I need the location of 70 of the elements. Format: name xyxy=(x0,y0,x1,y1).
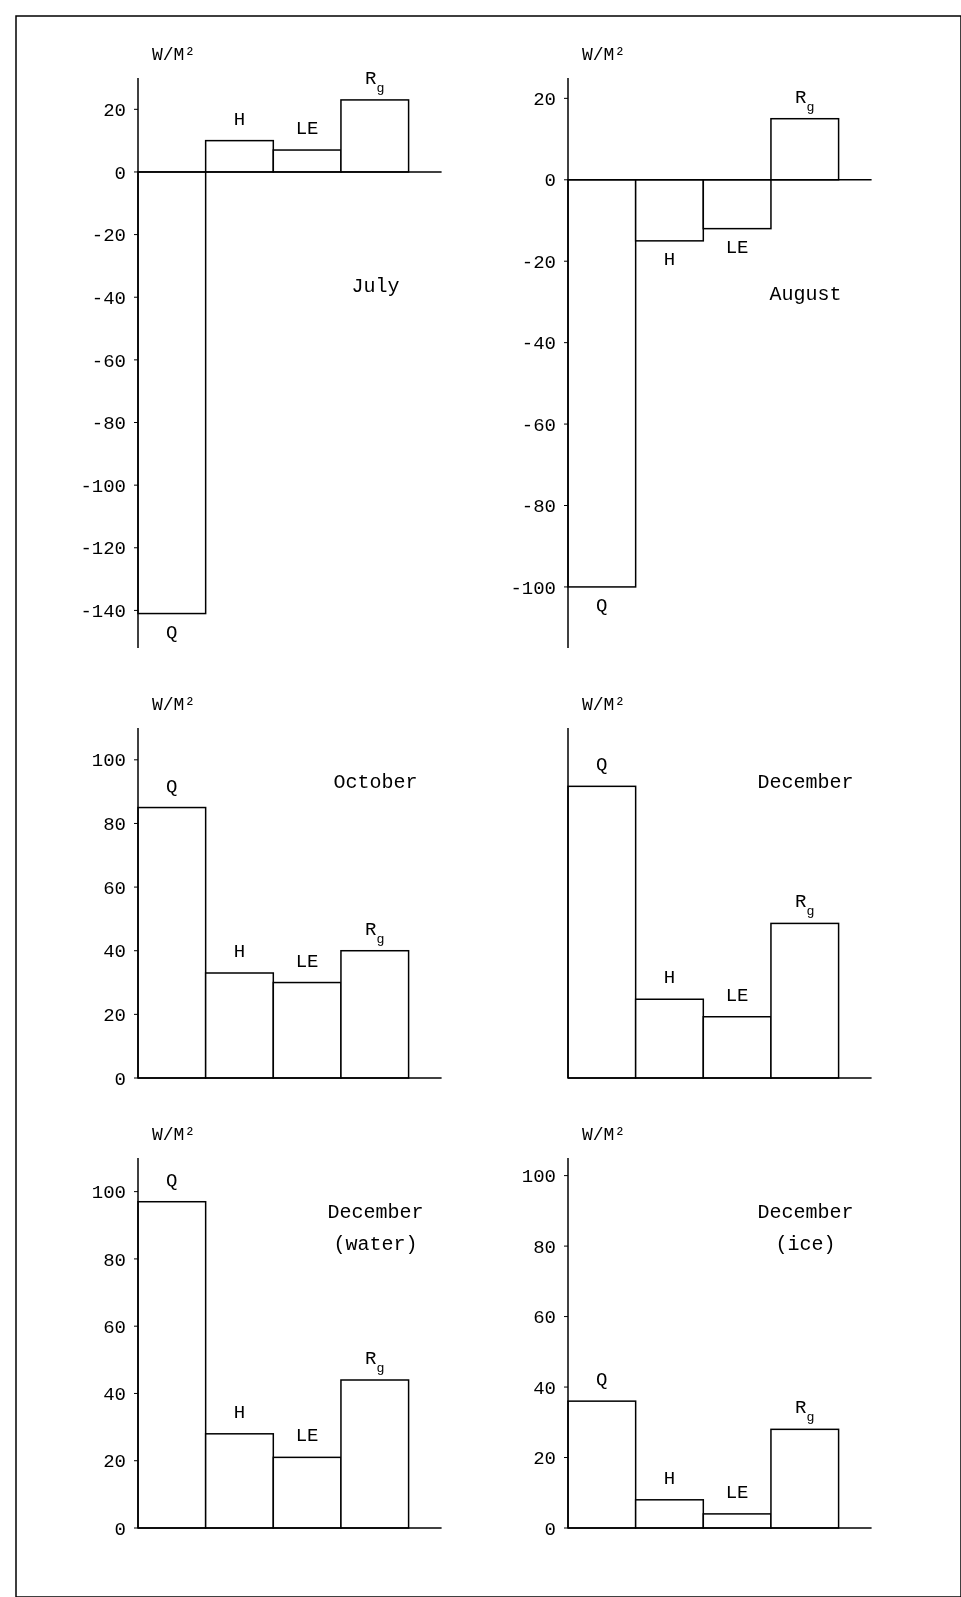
y-tick-label: -20 xyxy=(521,251,556,274)
y-axis-title: W/M² xyxy=(152,1125,196,1145)
y-tick-label: 20 xyxy=(103,1005,126,1028)
x-tick-label: Q xyxy=(166,621,178,644)
y-tick-label: 20 xyxy=(533,89,556,112)
y-tick-label: 80 xyxy=(103,814,126,837)
x-tick-label: Q xyxy=(596,1369,608,1392)
y-tick-label: 0 xyxy=(544,170,556,193)
x-tick-label: H xyxy=(663,248,676,271)
x-tick-label: LE xyxy=(725,1481,749,1504)
x-tick-label: H xyxy=(663,967,676,990)
text: December (ice) xyxy=(757,1201,854,1256)
y-tick-label: -80 xyxy=(521,496,556,519)
y-tick-label: 80 xyxy=(103,1249,126,1272)
y-tick-label: 100 xyxy=(91,1182,126,1205)
x-tick-label: H xyxy=(663,1467,676,1490)
x-tick-label: R$_{g}$ xyxy=(795,86,815,115)
x-tick-label: LE xyxy=(295,118,319,141)
y-tick-label: 0 xyxy=(114,1068,126,1091)
x-tick-label: R$_{g}$ xyxy=(365,1348,385,1376)
y-axis-title: W/M² xyxy=(582,695,626,715)
y-tick-label: 40 xyxy=(533,1377,556,1400)
y-tick-label: 20 xyxy=(103,99,126,122)
text: December (water) xyxy=(327,1201,424,1256)
x-tick-label: Q xyxy=(166,775,178,798)
x-tick-label: Q xyxy=(596,594,608,617)
y-tick-label: 40 xyxy=(103,1384,126,1407)
x-tick-label: LE xyxy=(295,950,319,973)
y-tick-label: -80 xyxy=(91,413,126,436)
y-tick-label: 80 xyxy=(533,1236,556,1259)
x-tick-label: R$_{g}$ xyxy=(365,67,385,96)
y-axis-title: W/M² xyxy=(152,695,196,715)
x-tick-label: H xyxy=(233,1401,246,1424)
x-tick-label: LE xyxy=(725,984,749,1007)
y-tick-label: -100 xyxy=(80,475,126,498)
y-tick-label: -20 xyxy=(91,225,126,248)
x-tick-label: H xyxy=(233,941,246,963)
y-tick-label: 40 xyxy=(103,941,126,964)
x-tick-label: Q xyxy=(166,1169,178,1192)
y-tick-label: 100 xyxy=(91,750,126,773)
y-tick-label: -40 xyxy=(91,287,126,310)
y-tick-label: 60 xyxy=(533,1307,556,1330)
text: July xyxy=(351,274,400,298)
x-tick-label: LE xyxy=(295,1425,319,1448)
y-axis-title: W/M² xyxy=(582,1125,626,1145)
y-tick-label: 60 xyxy=(103,877,126,900)
y-tick-label: -60 xyxy=(521,414,556,437)
y-axis-title: W/M² xyxy=(582,45,626,65)
x-tick-label: H xyxy=(233,108,246,131)
y-tick-label: 60 xyxy=(103,1316,126,1339)
x-tick-label: R$_{g}$ xyxy=(365,918,385,947)
text: August xyxy=(769,282,842,306)
y-tick-label: -100 xyxy=(510,577,556,600)
y-tick-label: 100 xyxy=(521,1166,556,1189)
y-tick-label: -140 xyxy=(80,601,126,624)
x-tick-label: LE xyxy=(725,236,749,259)
y-tick-label: -120 xyxy=(80,538,126,561)
x-tick-label: Q xyxy=(596,754,608,777)
y-tick-label: 0 xyxy=(544,1518,556,1541)
y-tick-label: 20 xyxy=(103,1451,126,1474)
text: October xyxy=(333,771,418,794)
y-tick-label: 0 xyxy=(114,162,126,185)
y-axis-title: W/M² xyxy=(152,45,196,65)
y-tick-label: -40 xyxy=(521,333,556,356)
y-tick-label: -60 xyxy=(91,350,126,373)
y-tick-label: 20 xyxy=(533,1448,556,1471)
x-tick-label: R$_{g}$ xyxy=(795,891,815,919)
y-tick-label: 0 xyxy=(114,1518,126,1541)
chart-title: December xyxy=(757,771,854,794)
x-tick-label: R$_{g}$ xyxy=(795,1397,815,1425)
